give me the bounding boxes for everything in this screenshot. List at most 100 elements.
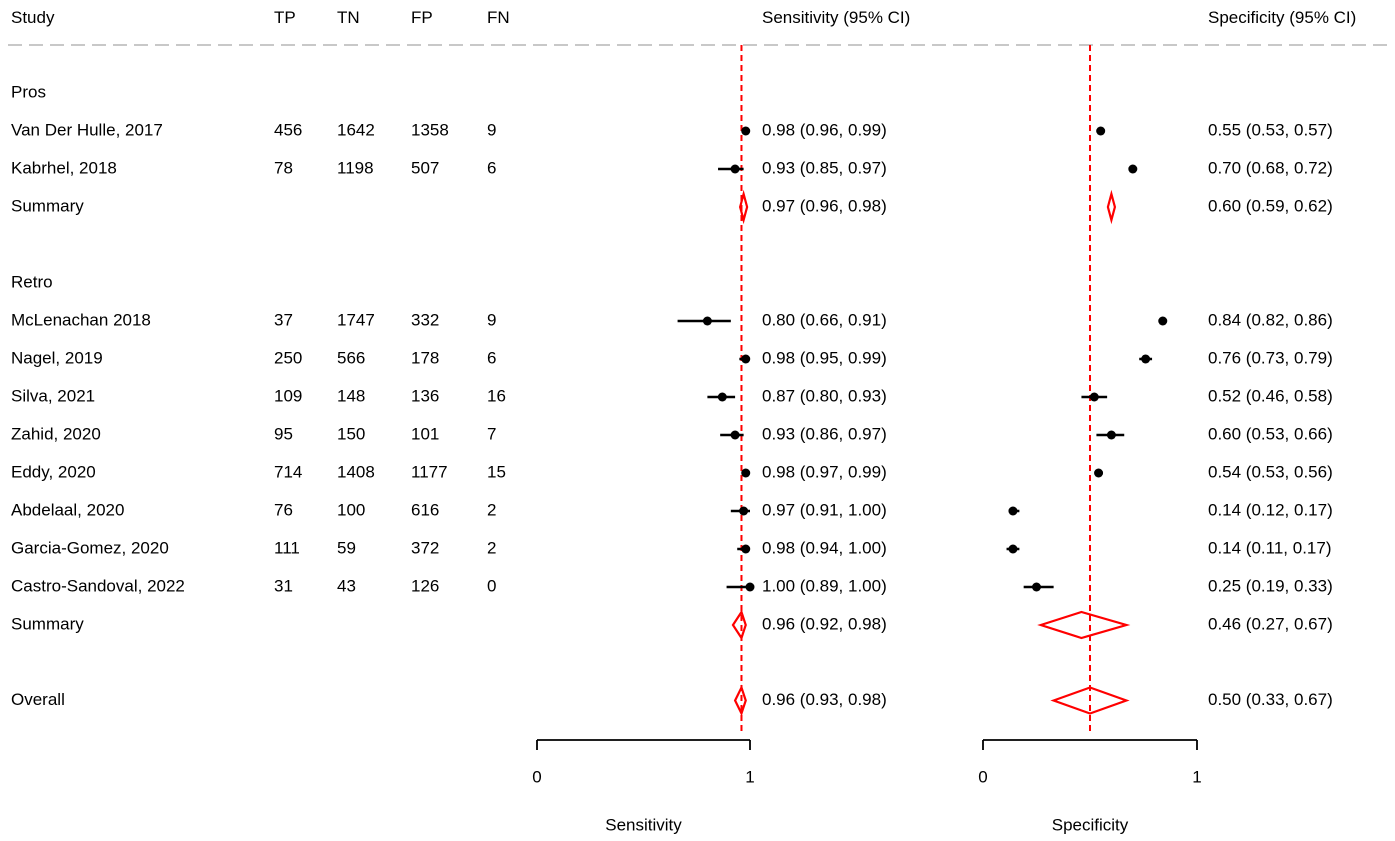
specificity-estimate-text: 0.70 (0.68, 0.72) [1208,158,1333,177]
study-name: McLenachan 2018 [11,310,151,329]
specificity-estimate-text: 0.60 (0.59, 0.62) [1208,196,1333,215]
sensitivity-axis-title: Sensitivity [605,815,682,834]
fp-value: 101 [411,424,439,443]
sensitivity-point [741,468,751,478]
specificity-estimate-text: 0.14 (0.12, 0.17) [1208,500,1333,519]
header-sensitivity-ci: Sensitivity (95% CI) [762,8,910,27]
header-fn: FN [487,8,510,27]
study-name: Eddy, 2020 [11,462,96,481]
specificity-estimate-text: 0.46 (0.27, 0.67) [1208,614,1333,633]
fp-value: 616 [411,500,439,519]
specificity-estimate-text: 0.84 (0.82, 0.86) [1208,310,1333,329]
tp-value: 76 [274,500,293,519]
sensitivity-estimate-text: 0.98 (0.95, 0.99) [762,348,887,367]
tp-value: 714 [274,462,302,481]
group-label: Retro [11,272,53,291]
sensitivity-estimate-text: 0.80 (0.66, 0.91) [762,310,887,329]
tp-value: 95 [274,424,293,443]
sensitivity-point [730,430,740,440]
fp-value: 372 [411,538,439,557]
fn-value: 0 [487,576,496,595]
tn-value: 1747 [337,310,375,329]
sensitivity-estimate-text: 0.96 (0.93, 0.98) [762,690,887,709]
fp-value: 178 [411,348,439,367]
sensitivity-point [702,316,712,326]
specificity-summary-diamond [1037,610,1131,640]
sensitivity-estimate-text: 0.97 (0.91, 1.00) [762,500,887,519]
tp-value: 111 [274,538,300,557]
fn-value: 9 [487,120,496,139]
fn-value: 15 [487,462,506,481]
specificity-point [1141,354,1151,364]
study-name: Nagel, 2019 [11,348,103,367]
fn-value: 2 [487,500,496,519]
header-fp: FP [411,8,433,27]
specificity-estimate-text: 0.54 (0.53, 0.56) [1208,462,1333,481]
specificity-point [1158,316,1168,326]
fn-value: 7 [487,424,496,443]
specificity-point [1128,164,1138,174]
fp-value: 1358 [411,120,449,139]
tn-value: 148 [337,386,365,405]
sensitivity-point [741,544,751,554]
sensitivity-point [741,354,751,364]
study-name: Castro-Sandoval, 2022 [11,576,185,595]
tn-value: 1408 [337,462,375,481]
tn-value: 566 [337,348,365,367]
tn-value: 59 [337,538,356,557]
specificity-estimate-text: 0.52 (0.46, 0.58) [1208,386,1333,405]
study-name: Abdelaal, 2020 [11,500,124,519]
study-name: Kabrhel, 2018 [11,158,117,177]
fn-value: 2 [487,538,496,557]
sensitivity-summary-diamond [733,684,747,717]
tn-value: 1642 [337,120,375,139]
sensitivity-tick-label: 1 [745,767,754,786]
sensitivity-point [730,164,740,174]
group-label: Pros [11,82,46,101]
tn-value: 1198 [337,158,374,177]
specificity-estimate-text: 0.25 (0.19, 0.33) [1208,576,1333,595]
sensitivity-point [741,126,751,136]
specificity-estimate-text: 0.60 (0.53, 0.66) [1208,424,1333,443]
sensitivity-estimate-text: 0.98 (0.97, 0.99) [762,462,887,481]
summary-label: Summary [11,614,84,633]
fp-value: 126 [411,576,439,595]
header-specificity-ci: Specificity (95% CI) [1208,8,1356,27]
tn-value: 43 [337,576,356,595]
sensitivity-estimate-text: 0.93 (0.86, 0.97) [762,424,887,443]
tp-value: 78 [274,158,293,177]
fp-value: 507 [411,158,439,177]
fn-value: 16 [487,386,506,405]
sensitivity-point [717,392,727,402]
sensitivity-estimate-text: 0.98 (0.94, 1.00) [762,538,887,557]
specificity-axis-title: Specificity [1052,815,1129,834]
fp-value: 332 [411,310,439,329]
header-tp: TP [274,8,296,27]
tp-value: 109 [274,386,302,405]
sensitivity-estimate-text: 0.97 (0.96, 0.98) [762,196,887,215]
specificity-estimate-text: 0.76 (0.73, 0.79) [1208,348,1333,367]
header-tn: TN [337,8,360,27]
overall-label: Overall [11,690,65,709]
tp-value: 31 [274,576,293,595]
specificity-tick-label: 0 [978,767,987,786]
study-name: Van Der Hulle, 2017 [11,120,163,139]
specificity-point [1032,582,1041,592]
specificity-estimate-text: 0.50 (0.33, 0.67) [1208,690,1333,709]
sensitivity-summary-diamond [738,189,749,225]
sensitivity-tick-label: 0 [532,767,541,786]
sensitivity-estimate-text: 1.00 (0.89, 1.00) [762,576,887,595]
study-name: Silva, 2021 [11,386,95,405]
specificity-point [1008,506,1018,516]
sensitivity-point [739,506,749,516]
study-name: Garcia-Gomez, 2020 [11,538,169,557]
sensitivity-estimate-text: 0.87 (0.80, 0.93) [762,386,887,405]
sensitivity-summary-diamond [731,609,747,641]
sensitivity-point [745,582,755,592]
fn-value: 6 [487,158,496,177]
summary-label: Summary [11,196,84,215]
specificity-estimate-text: 0.14 (0.11, 0.17) [1208,538,1332,557]
tp-value: 250 [274,348,302,367]
specificity-point [1089,392,1099,402]
